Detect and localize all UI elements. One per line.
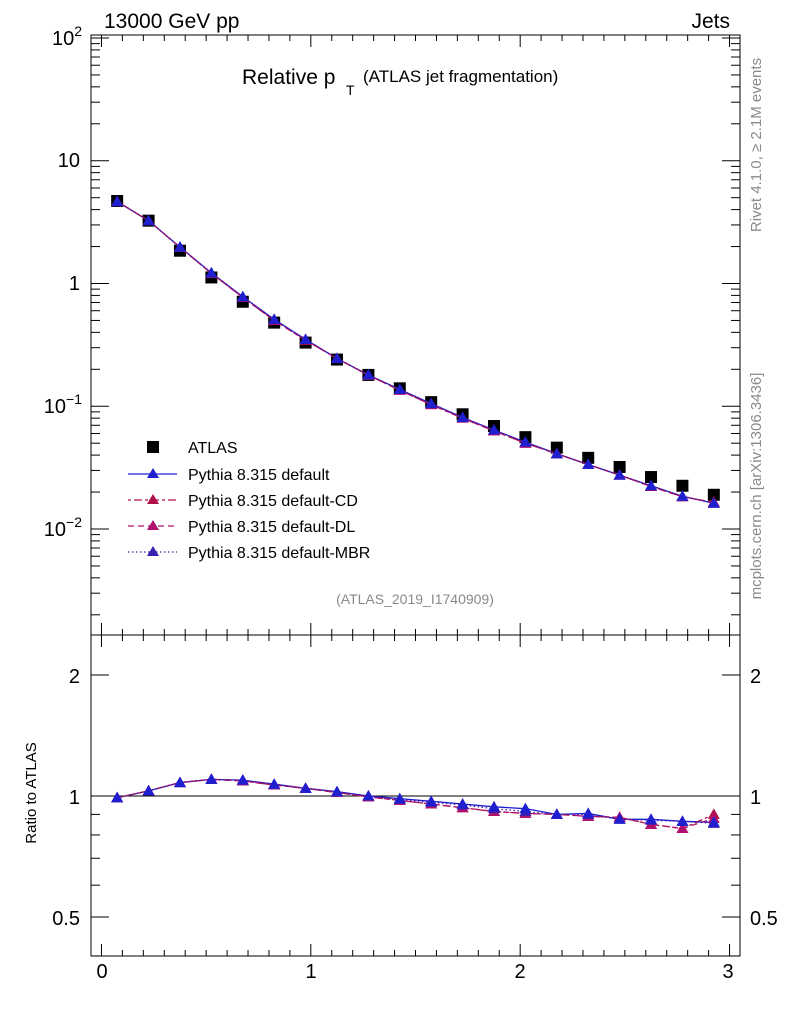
- legend-marker-atlas: [147, 441, 159, 453]
- legend-label: Pythia 8.315 default-DL: [188, 519, 355, 536]
- mc-data-point: [111, 195, 124, 207]
- mc-data-point: [330, 352, 343, 363]
- legend-label: ATLAS: [188, 440, 238, 457]
- main-y-tick-label: 1: [69, 273, 80, 295]
- mc-data-point: [582, 458, 595, 470]
- legend-label: Pythia 8.315 default: [188, 467, 330, 484]
- main-y-tick-label: 10−1: [44, 391, 82, 418]
- mc-series-line: [116, 201, 714, 503]
- ratio-series-line: [117, 778, 714, 824]
- ratio-series-line: [117, 778, 714, 823]
- ratio-data-point: [393, 792, 406, 804]
- mc-data-point: [393, 383, 406, 394]
- atlas-data-point: [676, 479, 689, 492]
- legend-marker-cd: [147, 494, 159, 504]
- ratio-data-point: [362, 790, 375, 801]
- mc-data-point: [519, 436, 532, 447]
- main-y-tick-label: 10: [58, 150, 80, 172]
- mc-data-point: [299, 333, 312, 344]
- ratio-data-point: [456, 798, 469, 809]
- ratio-data-point: [205, 773, 218, 784]
- atlas-data-point: [707, 488, 720, 501]
- energy-label: 13000 GeV pp: [104, 10, 239, 33]
- ratio-data-point: [613, 813, 626, 824]
- ratio-series-group: [111, 773, 720, 834]
- ratio-data-point: [268, 778, 281, 789]
- mc-data-point: [425, 397, 438, 409]
- x-tick-label: 3: [722, 961, 733, 983]
- ratio-data-point: [582, 807, 595, 818]
- mc-data-point: [550, 447, 563, 459]
- x-tick-label: 2: [514, 961, 525, 983]
- ratio-data-point: [425, 795, 438, 806]
- ratio-y-tick-label: 2: [69, 666, 80, 688]
- mc-series-line: [116, 201, 714, 503]
- mcplots-side-label: mcplots.cern.ch [arXiv:1306.3436]: [748, 373, 765, 600]
- ratio-y-tick-label: 0.5: [52, 908, 80, 930]
- ratio-data-point: [676, 815, 689, 826]
- mc-data-point: [268, 313, 281, 324]
- main-series-group: [111, 194, 720, 508]
- ratio-y-tick-label-right: 0.5: [750, 908, 778, 930]
- mc-data-point: [456, 411, 469, 422]
- x-tick-label: 1: [305, 961, 316, 983]
- ratio-y-label: Ratio to ATLAS: [23, 742, 40, 843]
- ratio-y-tick-label-right: 1: [750, 787, 761, 809]
- category-label: Jets: [691, 10, 730, 33]
- legend-marker-default: [147, 468, 159, 478]
- ratio-y-tick-label-right: 2: [750, 666, 761, 688]
- mc-data-point: [236, 290, 249, 302]
- legend-marker-mbr: [147, 546, 159, 556]
- ratio-data-point: [111, 791, 124, 803]
- ratio-data-point: [676, 822, 689, 834]
- ratio-data-point: [550, 808, 563, 819]
- ratio-data-point: [299, 782, 312, 793]
- ratio-data-point: [519, 802, 532, 814]
- mc-data-point: [488, 424, 501, 435]
- legend: ATLAS Pythia 8.315 default Pythia 8.315 …: [128, 440, 370, 562]
- plot-title-extra: (ATLAS jet fragmentation): [363, 67, 558, 86]
- atlas-data-point: [582, 451, 595, 464]
- analysis-id: (ATLAS_2019_I1740909): [336, 591, 494, 607]
- rivet-side-label: Rivet 4.1.0, ≥ 2.1M events: [748, 58, 765, 232]
- legend-label: Pythia 8.315 default-MBR: [188, 545, 370, 562]
- mc-series-line: [116, 201, 714, 504]
- x-tick-label: 0: [96, 961, 107, 983]
- ratio-data-point: [236, 774, 249, 785]
- ratio-y-tick-label: 1: [69, 787, 80, 809]
- mc-data-point: [173, 241, 186, 252]
- mc-data-point: [613, 469, 626, 480]
- ratio-data-point: [707, 816, 720, 827]
- atlas-data-point: [613, 460, 626, 473]
- mc-data-point: [676, 490, 689, 501]
- mc-data-point: [142, 214, 155, 226]
- plot-title-main: Relative p: [242, 66, 335, 89]
- atlas-data-point: [550, 441, 563, 454]
- mc-series-line: [116, 201, 714, 504]
- mc-data-point: [205, 266, 218, 278]
- mc-data-point: [362, 368, 375, 380]
- atlas-data-point: [645, 471, 658, 484]
- legend-marker-dl: [147, 520, 159, 530]
- axis-ticks: [91, 35, 740, 957]
- plot-title-sub: T: [346, 82, 355, 98]
- mc-data-point: [707, 497, 720, 508]
- ratio-data-point: [173, 776, 186, 788]
- mc-data-point: [645, 479, 658, 491]
- legend-label: Pythia 8.315 default-CD: [188, 493, 358, 510]
- main-y-tick-label: 102: [52, 23, 82, 50]
- main-y-tick-label: 10−2: [44, 514, 82, 541]
- ratio-data-point: [142, 784, 155, 796]
- svg-text:102: 102: [52, 23, 82, 50]
- ratio-data-point: [488, 800, 501, 812]
- ratio-data-point: [645, 813, 658, 824]
- ratio-data-point: [330, 785, 343, 797]
